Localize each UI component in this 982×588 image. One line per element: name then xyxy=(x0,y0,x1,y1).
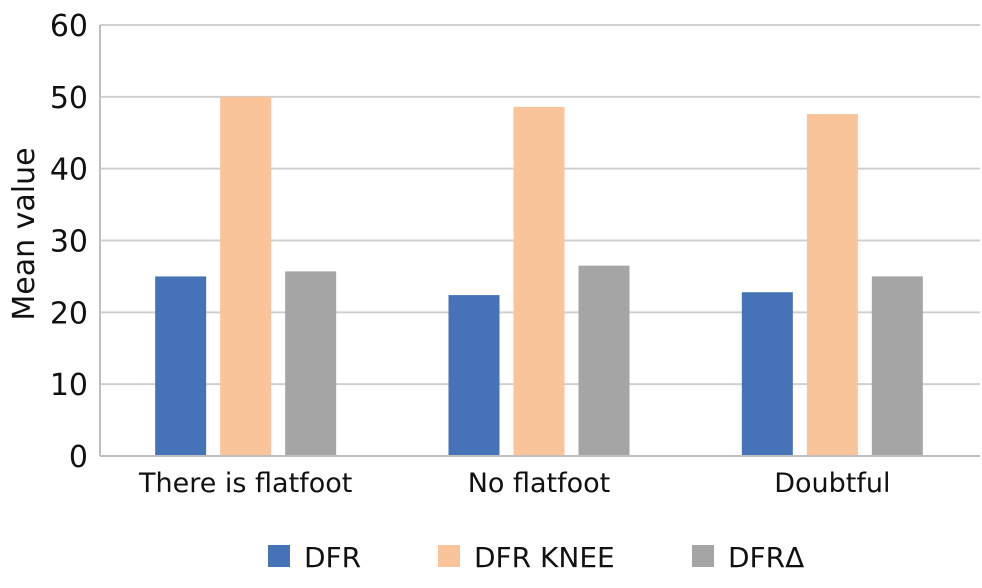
y-tick-label: 0 xyxy=(69,440,88,475)
bar-dfr-knee xyxy=(220,96,272,456)
bar-dfr-knee xyxy=(806,114,858,456)
legend-label: DFR xyxy=(304,541,361,574)
bar-dfr xyxy=(741,292,793,456)
y-tick-label: 30 xyxy=(50,225,88,260)
y-tick-label: 60 xyxy=(50,9,88,44)
x-tick-label: There is flatfoot xyxy=(138,468,352,499)
y-tick-label: 40 xyxy=(50,153,88,188)
legend: DFR DFR KNEE DFRΔ xyxy=(268,541,804,574)
bar-dfr xyxy=(155,276,207,456)
x-axis-ticks: There is flatfoot No flatfoot Doubtful xyxy=(138,468,890,499)
y-tick-label: 20 xyxy=(50,296,88,331)
legend-swatch xyxy=(692,545,714,567)
legend-label: DFRΔ xyxy=(728,541,804,574)
y-axis-label: Mean value xyxy=(7,147,42,320)
x-tick-label: Doubtful xyxy=(774,468,890,499)
bar-dfrδ xyxy=(285,271,337,456)
bar-dfrδ xyxy=(578,265,630,456)
y-tick-label: 50 xyxy=(50,81,88,116)
legend-swatch xyxy=(268,545,290,567)
bar-dfr xyxy=(448,295,500,456)
y-axis-ticks: 0 10 20 30 40 50 60 xyxy=(50,9,88,475)
bar-dfr-knee xyxy=(513,106,565,456)
bars xyxy=(155,96,923,456)
y-tick-label: 10 xyxy=(50,368,88,403)
legend-label: DFR KNEE xyxy=(474,541,615,574)
bar-dfrδ xyxy=(871,276,923,456)
legend-swatch xyxy=(438,545,460,567)
x-tick-label: No flatfoot xyxy=(468,468,611,499)
